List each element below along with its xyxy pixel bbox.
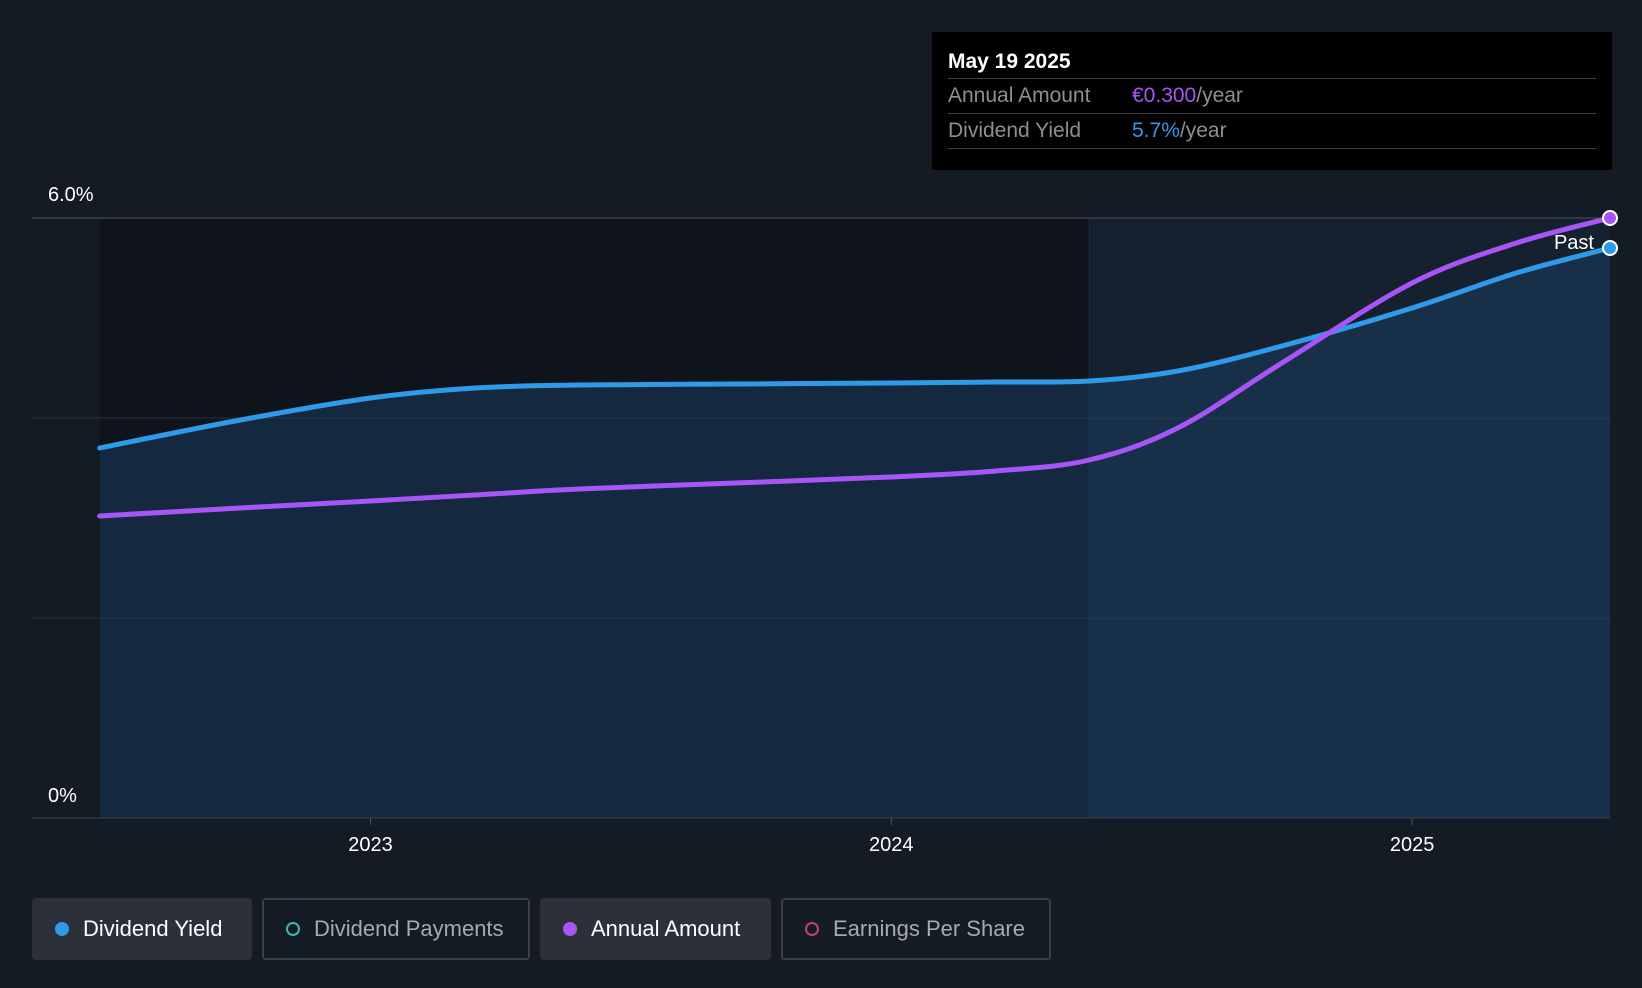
yield-end-marker [1602,240,1618,256]
dividend-payments-ring-icon [286,922,300,936]
yield-area [99,248,1611,818]
tooltip-label: Annual Amount [948,84,1091,107]
tooltip: May 19 2025 Annual Amount €0.300 /year D… [932,32,1612,170]
earnings-per-share-ring-icon [805,922,819,936]
legend-dividend-payments[interactable]: Dividend Payments [262,898,530,960]
legend: Dividend Yield Dividend Payments Annual … [32,898,1051,960]
annual-amount-dot-icon [563,922,577,936]
y-label-top: 6.0% [48,184,94,206]
x-tick-label: 2025 [1390,834,1435,856]
tooltip-unit: /year [1196,84,1243,107]
legend-dividend-yield[interactable]: Dividend Yield [32,898,252,960]
legend-earnings-per-share[interactable]: Earnings Per Share [781,898,1051,960]
legend-annual-amount[interactable]: Annual Amount [540,898,771,960]
tooltip-unit: /year [1179,119,1227,142]
annual-amount-line [97,215,1613,519]
tooltip-value: €0.300 [1132,84,1197,107]
tooltip-row-dividend-yield: Dividend Yield 5.7% /year [948,114,1596,149]
tooltip-row-annual-amount: Annual Amount €0.300 /year [948,79,1596,114]
legend-label: Earnings Per Share [833,916,1025,941]
annual-amount-end-marker [1602,210,1618,226]
x-tick-label: 2024 [869,834,914,856]
past-label: Past [1554,232,1594,254]
dividend-yield-dot-icon [55,922,69,936]
y-label-bottom: 0% [48,785,77,807]
yield-line [97,245,1613,451]
tooltip-label: Dividend Yield [948,119,1082,142]
legend-label: Dividend Payments [314,916,504,941]
legend-label: Dividend Yield [83,916,223,941]
x-ticks: 2023 2024 2025 [348,818,1434,856]
tooltip-date: May 19 2025 [948,48,1596,79]
tooltip-value: 5.7% [1132,119,1180,142]
x-tick-label: 2023 [348,834,393,856]
legend-label: Annual Amount [591,916,741,941]
